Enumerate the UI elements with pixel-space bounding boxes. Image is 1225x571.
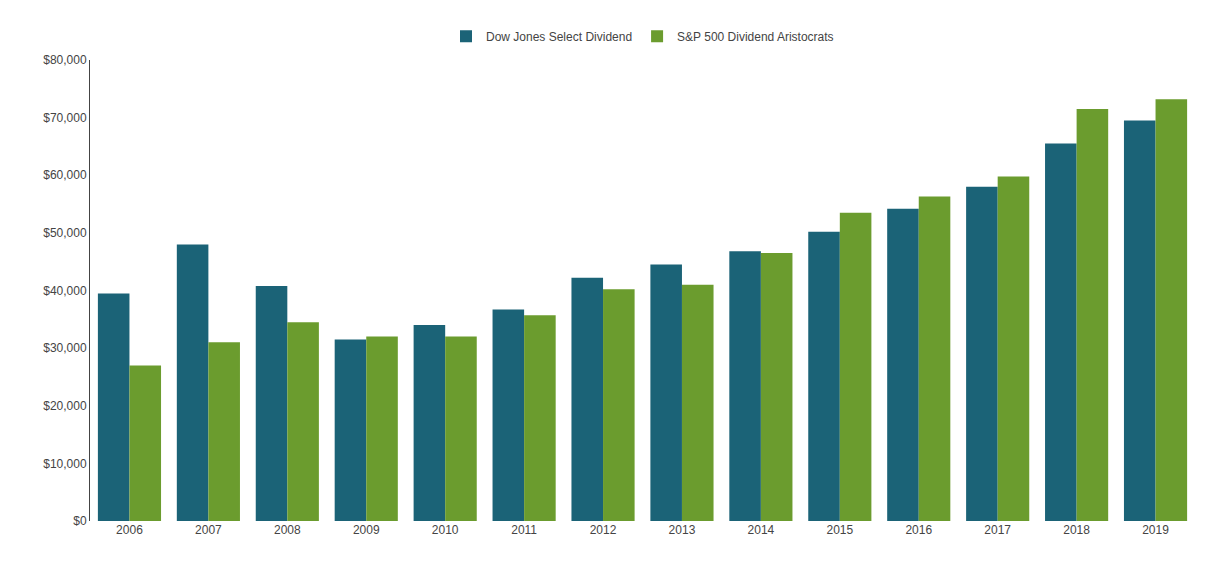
svg-text:$60,000: $60,000 (43, 168, 87, 182)
svg-text:2007: 2007 (195, 523, 222, 537)
svg-text:$30,000: $30,000 (43, 341, 87, 355)
svg-text:$80,000: $80,000 (43, 53, 87, 67)
svg-text:$10,000: $10,000 (43, 457, 87, 471)
svg-text:2010: 2010 (432, 523, 459, 537)
svg-text:2008: 2008 (274, 523, 301, 537)
svg-text:Dow Jones Select Dividend: Dow Jones Select Dividend (486, 30, 632, 44)
svg-text:2018: 2018 (1063, 523, 1090, 537)
svg-text:2013: 2013 (669, 523, 696, 537)
svg-text:2014: 2014 (748, 523, 775, 537)
svg-text:2019: 2019 (1142, 523, 1169, 537)
svg-text:2009: 2009 (353, 523, 380, 537)
svg-text:2015: 2015 (826, 523, 853, 537)
svg-text:2011: 2011 (511, 523, 537, 537)
svg-text:$20,000: $20,000 (43, 399, 87, 413)
svg-text:2012: 2012 (590, 523, 617, 537)
svg-text:2017: 2017 (984, 523, 1011, 537)
svg-text:$0: $0 (73, 514, 87, 528)
svg-text:$50,000: $50,000 (43, 226, 87, 240)
svg-text:$70,000: $70,000 (43, 111, 87, 125)
svg-text:$40,000: $40,000 (43, 284, 87, 298)
svg-text:2016: 2016 (905, 523, 932, 537)
svg-text:2006: 2006 (116, 523, 143, 537)
svg-text:S&P 500 Dividend Aristocrats: S&P 500 Dividend Aristocrats (677, 30, 834, 44)
